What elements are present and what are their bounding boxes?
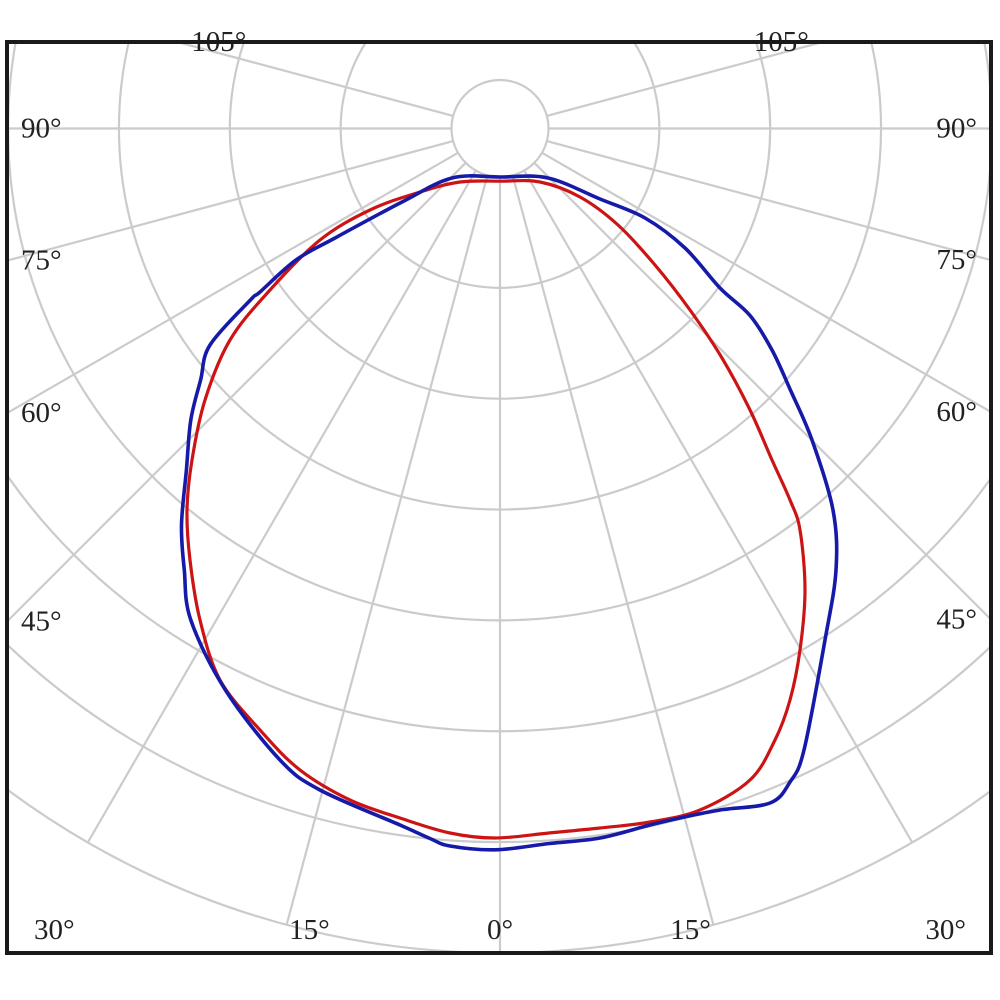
svg-text:15°: 15°	[670, 914, 711, 946]
svg-text:90°: 90°	[21, 113, 62, 145]
svg-text:60°: 60°	[21, 397, 62, 429]
svg-text:60°: 60°	[936, 396, 977, 428]
svg-text:45°: 45°	[21, 606, 62, 638]
svg-text:15°: 15°	[289, 914, 330, 946]
svg-text:0°: 0°	[487, 914, 513, 946]
svg-text:90°: 90°	[936, 113, 977, 145]
svg-text:30°: 30°	[34, 914, 75, 946]
svg-text:75°: 75°	[21, 245, 62, 277]
svg-text:30°: 30°	[925, 914, 966, 946]
svg-text:75°: 75°	[936, 244, 977, 276]
svg-text:45°: 45°	[936, 604, 977, 636]
